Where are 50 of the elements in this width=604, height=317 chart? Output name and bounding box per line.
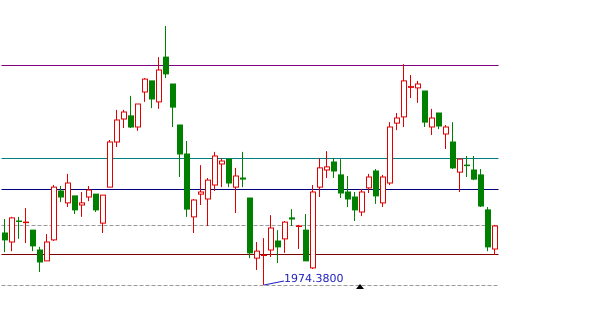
candlestick — [268, 214, 274, 258]
candlestick — [37, 246, 43, 273]
candlestick — [79, 192, 85, 218]
candlestick — [30, 230, 36, 252]
candlestick — [394, 112, 400, 131]
candlestick — [135, 103, 141, 132]
candlestick — [65, 173, 71, 208]
candlestick — [149, 80, 155, 109]
candlestick — [170, 84, 176, 128]
candlestick — [72, 195, 78, 215]
candlestick — [359, 188, 365, 217]
candlestick — [226, 158, 232, 188]
candlestick — [443, 124, 449, 150]
candlestick — [331, 158, 337, 179]
candlestick — [310, 184, 316, 270]
candlestick — [247, 197, 253, 259]
candlestick — [450, 122, 456, 170]
candlestick — [58, 186, 64, 203]
candlestick — [16, 216, 22, 240]
candlestick — [366, 173, 372, 194]
candlestick — [296, 224, 302, 250]
candlestick — [51, 184, 57, 242]
annotation: 1974.3800 — [284, 272, 344, 285]
candlestick — [2, 218, 8, 253]
candlestick — [240, 151, 246, 188]
candlestick — [429, 108, 435, 136]
candlestick — [485, 206, 491, 252]
candlestick — [163, 26, 169, 79]
candlestick — [303, 214, 309, 262]
candlestick — [422, 90, 428, 128]
candlestick — [86, 186, 92, 202]
candlestick — [9, 216, 15, 252]
candlestick — [156, 56, 162, 110]
candlestick — [44, 233, 50, 262]
candlestick — [100, 194, 106, 234]
candlestick — [282, 220, 288, 254]
candlestick — [142, 78, 148, 102]
candlestick — [464, 156, 470, 178]
candlestick — [93, 194, 99, 212]
candlestick — [233, 167, 239, 214]
candlestick — [191, 198, 197, 234]
candlestick — [436, 112, 442, 130]
candlestick — [492, 224, 498, 256]
candlestick — [457, 158, 463, 193]
candlestick — [128, 95, 134, 129]
candlestick — [23, 208, 29, 244]
candlestick — [275, 230, 281, 264]
candlestick — [121, 109, 127, 129]
candlestick — [373, 168, 379, 204]
candlestick — [289, 208, 295, 226]
